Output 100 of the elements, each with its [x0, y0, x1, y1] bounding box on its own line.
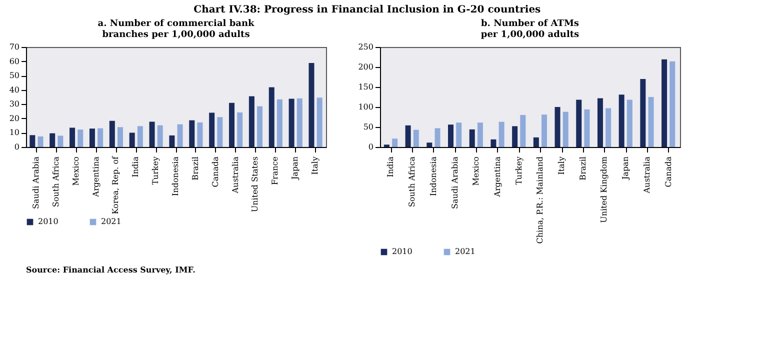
bar [562, 112, 568, 147]
y-tick-label: 10 [9, 128, 20, 138]
bar [512, 126, 518, 147]
bar [392, 138, 398, 147]
x-tick-label: Japan [621, 156, 630, 181]
bar [626, 100, 632, 147]
bar [30, 135, 36, 147]
source-note: Source: Financial Access Survey, IMF. [26, 264, 196, 274]
x-tick-label: Korea, Rep. of [111, 155, 120, 214]
bar [597, 98, 603, 147]
y-tick-label: 100 [358, 102, 374, 112]
chart-title: b. Number of ATMs per 1,00,000 adults [480, 19, 580, 40]
y-tick-label: 250 [358, 42, 374, 52]
legend-label: 2010 [38, 217, 58, 226]
x-tick-label: Brazil [190, 156, 200, 180]
y-tick-label: 40 [9, 85, 20, 94]
bar [38, 136, 44, 147]
y-tick-label: 70 [9, 42, 20, 52]
y-tick-label: 30 [9, 100, 20, 109]
y-tick-label: 60 [9, 56, 20, 66]
bar [670, 61, 676, 147]
y-tick-label: 0 [14, 142, 20, 152]
x-tick-label: United States [250, 156, 260, 212]
bar [197, 122, 203, 147]
bar [405, 125, 411, 147]
bar [434, 128, 440, 147]
x-tick-label: China, P.R.: Mainland [536, 156, 545, 244]
bar [276, 99, 282, 147]
x-tick-label: Saudi Arabia [31, 156, 40, 209]
bar [137, 126, 143, 147]
x-tick-label: Argentina [91, 156, 100, 198]
bar [89, 128, 95, 147]
bar [129, 132, 135, 147]
chart-title: a. Number of commercial bank branches per 1,00,000 adults [98, 19, 255, 40]
bar [498, 122, 504, 147]
bar [118, 127, 123, 147]
bar [70, 128, 76, 147]
x-tick-label: Canada [210, 156, 220, 188]
bar [268, 87, 274, 147]
bar [520, 115, 526, 147]
x-tick-label: India [131, 156, 140, 178]
x-tick-label: Turkey [151, 156, 160, 185]
bar [606, 108, 612, 147]
bar [640, 79, 646, 147]
bar [316, 98, 322, 147]
x-tick-label: United Kingdom [600, 156, 609, 223]
y-tick-label: 150 [358, 82, 374, 92]
bar [237, 112, 243, 147]
bar [576, 100, 582, 147]
bar [542, 114, 548, 147]
x-tick-label: Brazil [578, 156, 588, 180]
legend-label: 2021 [101, 217, 122, 226]
x-tick-label: Japan [290, 156, 300, 181]
bar [618, 94, 624, 147]
legend-label: 2021 [455, 247, 476, 256]
x-tick-label: Mexico [472, 156, 481, 186]
bar [533, 137, 539, 147]
bar [490, 139, 496, 147]
bar [169, 135, 175, 147]
bar [109, 120, 115, 147]
y-tick-label: 200 [358, 62, 374, 72]
y-tick-label: 50 [9, 71, 20, 80]
bar [78, 130, 84, 147]
x-tick-label: South Africa [51, 156, 60, 208]
bar [648, 97, 654, 147]
bar [288, 98, 294, 147]
bar [149, 122, 155, 147]
bar [257, 106, 263, 147]
bar [584, 109, 590, 147]
x-tick-label: Indonesia [428, 156, 438, 196]
bar [157, 125, 163, 147]
bar [177, 124, 183, 147]
bar [413, 130, 419, 147]
bar [229, 102, 234, 147]
x-tick-label: Italy [310, 156, 320, 175]
text: Chart IV.38: Progress in Financial Inclusion in G-20 countries [194, 4, 542, 16]
bar [209, 112, 215, 147]
bar [308, 63, 314, 147]
bar [469, 129, 475, 147]
x-tick-label: South Africa [408, 156, 417, 208]
y-tick-label: 0 [368, 142, 374, 152]
legend-label: 2010 [392, 247, 412, 256]
bar [50, 133, 56, 147]
x-tick-label: Argentina [492, 156, 502, 198]
x-tick-label: Italy [557, 156, 566, 175]
x-tick-label: India [386, 156, 396, 178]
x-tick-label: France [270, 156, 280, 186]
bar [554, 107, 560, 147]
x-tick-label: Australia [230, 156, 240, 194]
bar [248, 96, 254, 147]
bar [296, 98, 302, 147]
x-tick-label: Indonesia [171, 156, 180, 196]
bar [58, 136, 64, 147]
bar [217, 117, 223, 147]
bar [477, 122, 483, 147]
x-tick-label: Turkey [514, 156, 524, 185]
x-tick-label: Australia [642, 156, 652, 194]
x-tick-label: Mexico [71, 156, 80, 186]
bar [456, 122, 462, 147]
bar [426, 142, 432, 147]
